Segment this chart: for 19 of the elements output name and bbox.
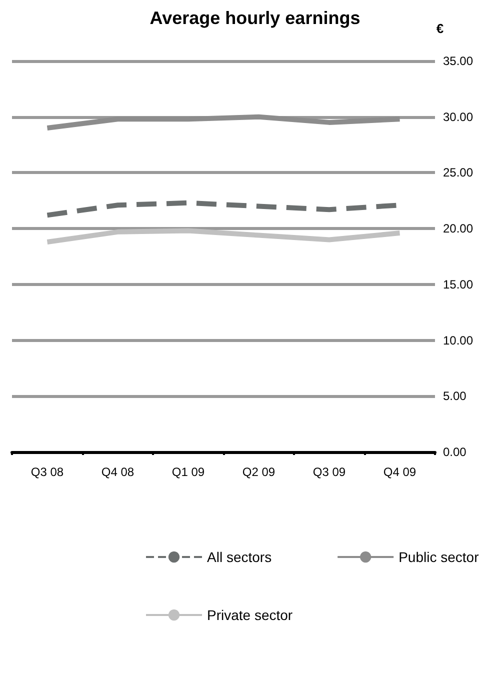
- legend-label: Public sector: [398, 549, 480, 565]
- y-tick-label: 35.00: [443, 54, 474, 68]
- legend-label: Private sector: [207, 607, 293, 623]
- x-tick-label: Q1 09: [172, 465, 205, 479]
- y-axis-title: €: [436, 21, 444, 36]
- legend-label: All sectors: [207, 549, 272, 565]
- y-tick-label: 20.00: [443, 222, 474, 236]
- chart-title: Average hourly earnings: [150, 8, 360, 28]
- y-tick-label: 15.00: [443, 277, 474, 292]
- y-tick-label: 10.00: [443, 333, 474, 348]
- y-tick-label: 0.00: [443, 445, 467, 459]
- x-tick-label: Q3 09: [312, 465, 346, 479]
- y-tick-label: 30.00: [443, 110, 474, 124]
- x-tick-label: Q4 09: [383, 465, 416, 479]
- y-tick-label: 25.00: [443, 166, 474, 180]
- x-tick-label: Q3 08: [30, 465, 64, 479]
- y-tick-label: 5.00: [443, 389, 467, 404]
- x-tick-label: Q2 09: [242, 465, 276, 479]
- x-tick-label: Q4 08: [101, 465, 134, 479]
